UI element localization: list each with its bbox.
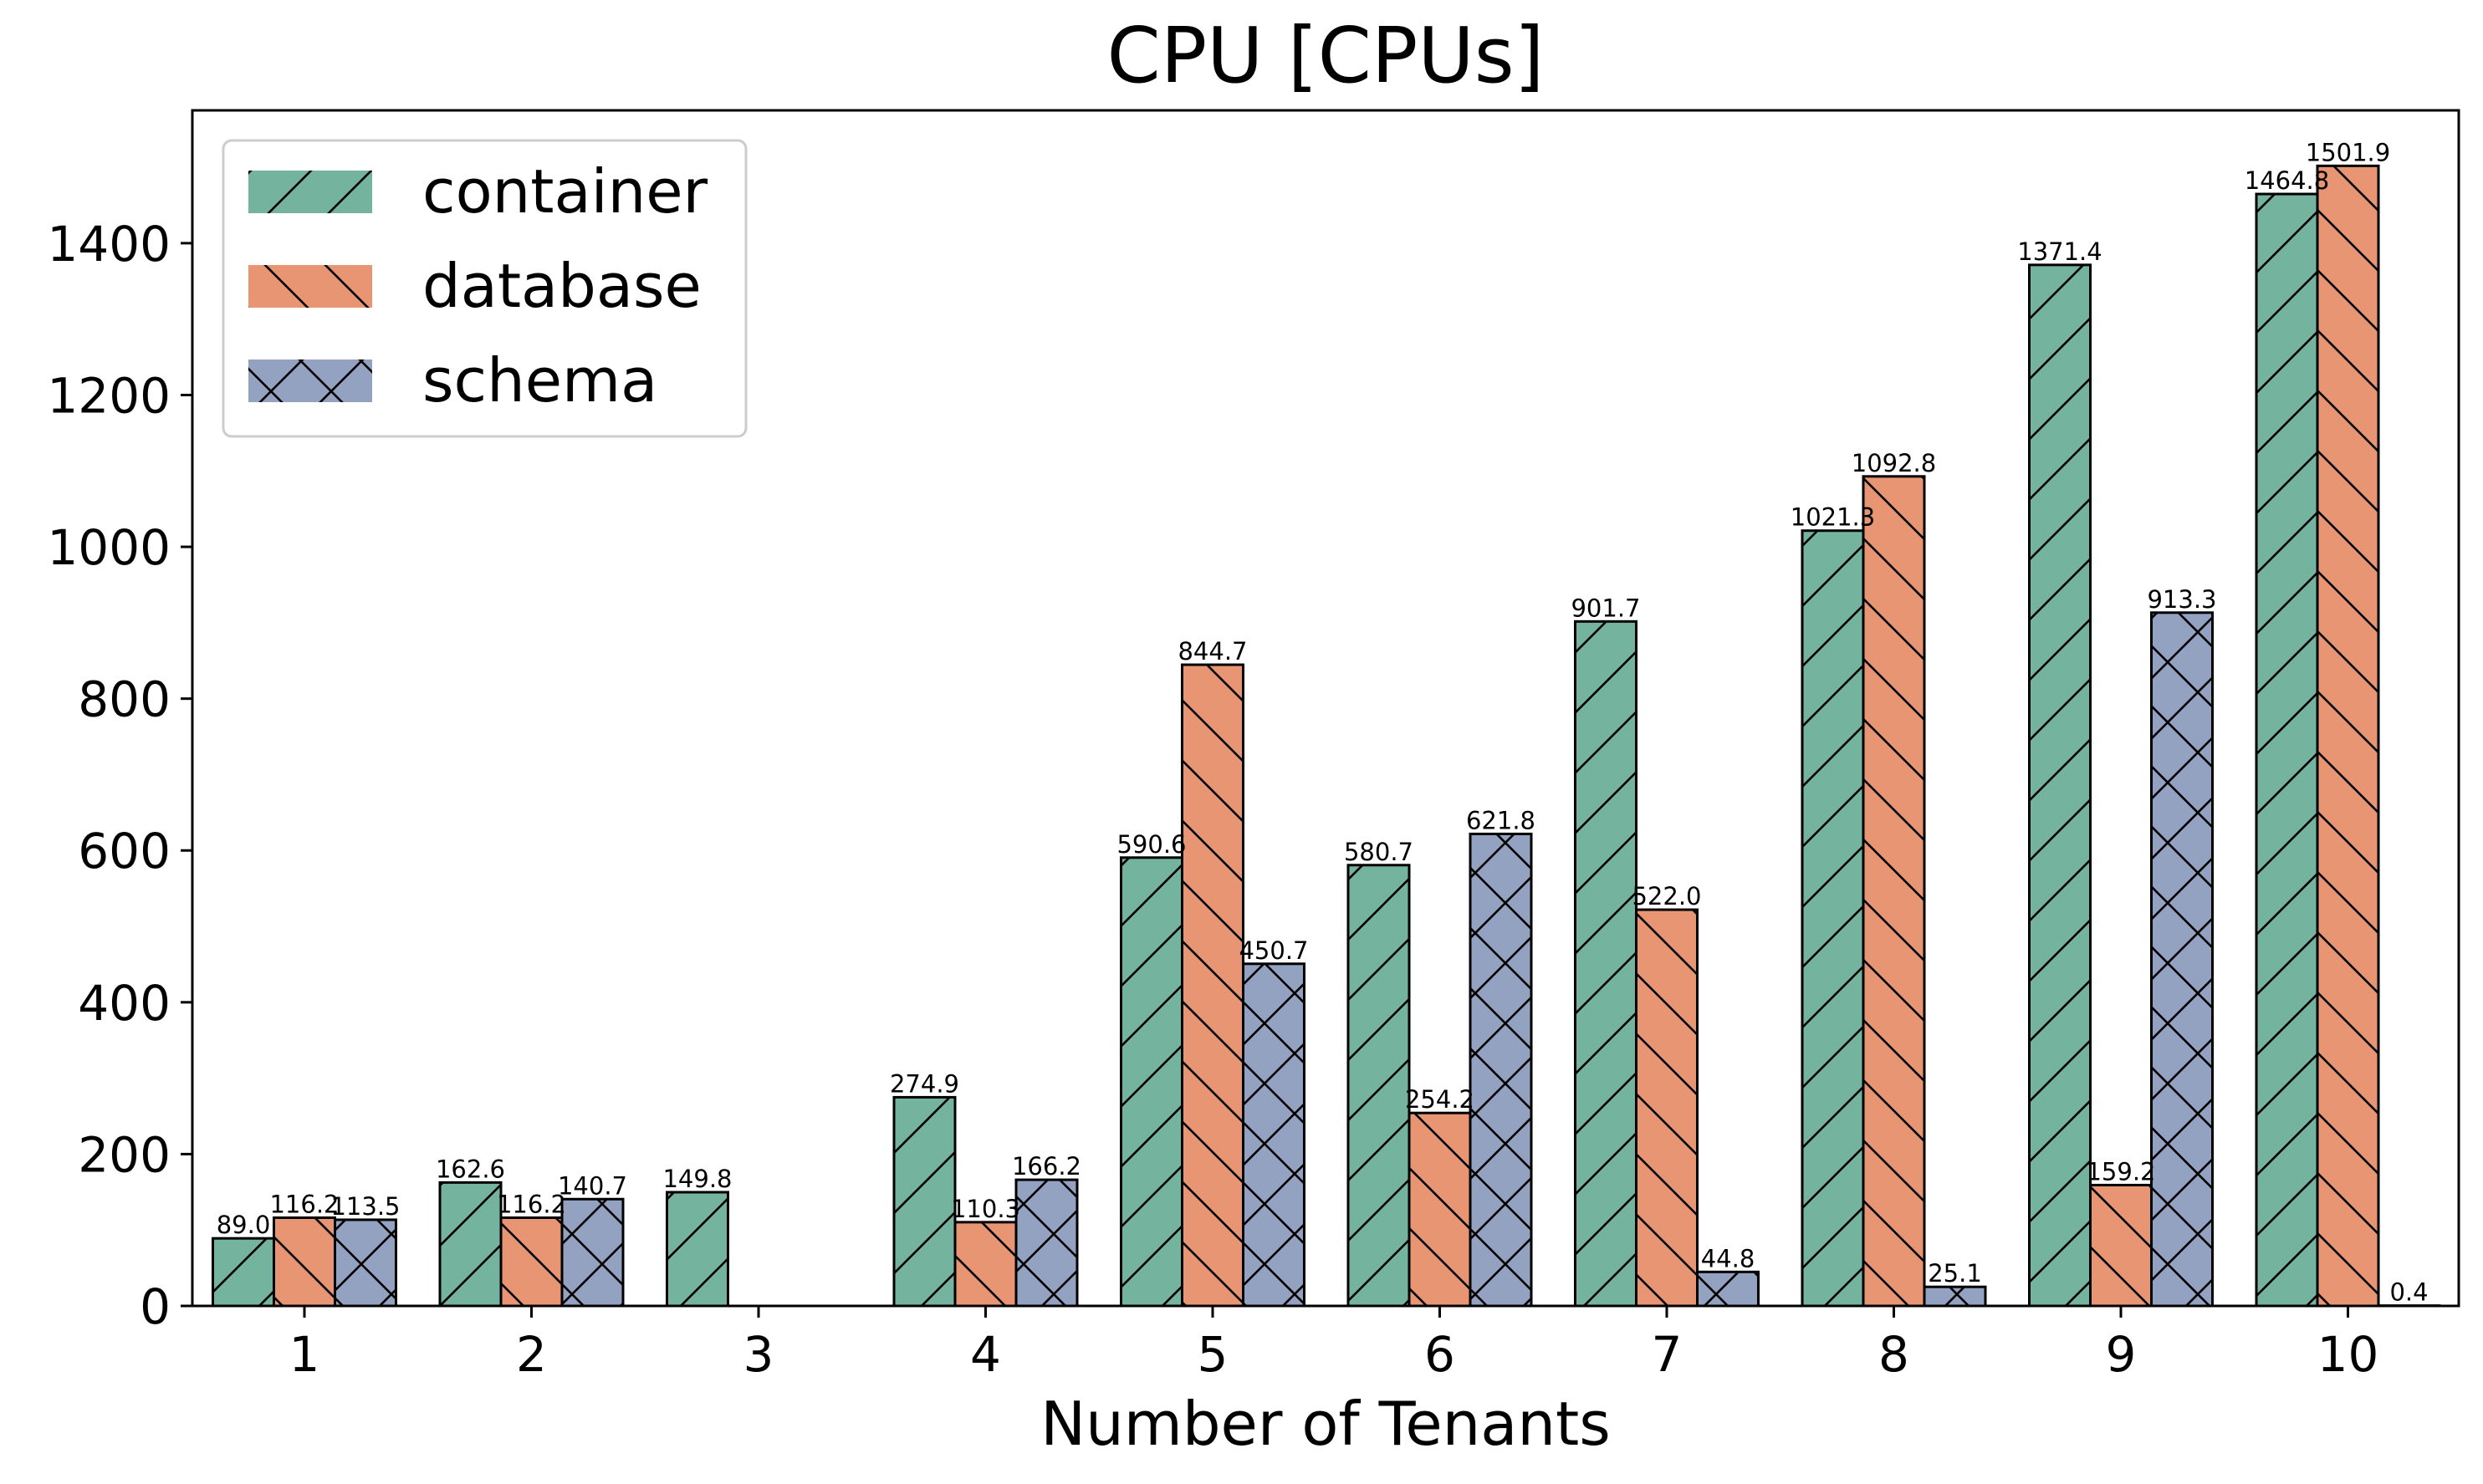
x-tick-label: 8 <box>1878 1326 1909 1383</box>
x-tick-label: 3 <box>743 1326 774 1383</box>
bars-group <box>212 164 2441 1308</box>
x-axis-title: Number of Tenants <box>1040 1389 1611 1459</box>
data-label-schema-7: 44.8 <box>1701 1244 1755 1272</box>
data-label-schema-9: 913.3 <box>2147 585 2216 614</box>
bar-container-3 <box>666 1191 729 1308</box>
y-tick-label: 400 <box>78 975 171 1032</box>
y-tick-label: 600 <box>78 823 171 880</box>
bar-schema-1 <box>334 1218 397 1308</box>
x-tick-label: 1 <box>289 1326 320 1383</box>
data-label-container-10: 1464.8 <box>2245 166 2329 195</box>
bar-schema-8 <box>1923 1285 1987 1308</box>
legend: container database schema <box>222 139 748 438</box>
bar-container-8 <box>1801 529 1865 1308</box>
x-tick-label: 5 <box>1198 1326 1229 1383</box>
data-label-database-2: 116.2 <box>497 1190 566 1218</box>
data-label-schema-8: 25.1 <box>1928 1259 1982 1288</box>
x-tick-label: 6 <box>1424 1326 1455 1383</box>
bar-database-9 <box>2089 1183 2153 1308</box>
bar-container-4 <box>892 1095 957 1308</box>
plot-frame <box>191 109 2460 1308</box>
data-label-database-8: 1092.8 <box>1852 449 1936 477</box>
y-tick-label: 800 <box>78 671 171 728</box>
y-tick-label: 1400 <box>47 216 171 273</box>
legend-swatch-database <box>248 265 372 308</box>
data-label-schema-2: 140.7 <box>558 1171 627 1200</box>
data-label-database-5: 844.7 <box>1178 637 1247 666</box>
bar-database-10 <box>2316 164 2380 1308</box>
y-tick-label: 1000 <box>47 519 171 576</box>
legend-label-container: container <box>422 156 708 227</box>
data-label-database-7: 522.0 <box>1632 882 1701 910</box>
x-tick-label: 9 <box>2106 1326 2137 1383</box>
bar-container-1 <box>212 1237 275 1308</box>
data-label-database-4: 110.3 <box>951 1195 1020 1223</box>
bar-database-5 <box>1181 663 1244 1308</box>
data-label-container-7: 901.7 <box>1571 594 1640 622</box>
bar-database-1 <box>273 1216 336 1308</box>
data-label-container-4: 274.9 <box>890 1069 959 1098</box>
bar-container-10 <box>2255 192 2319 1308</box>
legend-swatch-schema <box>248 360 372 402</box>
data-label-database-1: 116.2 <box>269 1190 339 1218</box>
y-axis: 0 200 400 600 800 1000 1200 1400 <box>47 216 192 1335</box>
legend-label-database: database <box>422 251 702 321</box>
bar-schema-6 <box>1469 832 1533 1308</box>
data-label-container-5: 590.6 <box>1116 830 1186 859</box>
x-tick-label: 2 <box>516 1326 547 1383</box>
bar-container-2 <box>438 1181 503 1308</box>
data-label-schema-6: 621.8 <box>1466 806 1535 834</box>
bar-container-9 <box>2028 263 2092 1308</box>
x-tick-label: 10 <box>2317 1326 2379 1383</box>
data-label-schema-1: 113.5 <box>330 1192 400 1221</box>
bar-container-6 <box>1346 864 1411 1308</box>
bar-schema-4 <box>1014 1178 1079 1308</box>
x-tick-label: 4 <box>970 1326 1001 1383</box>
data-label-database-10: 1501.9 <box>2306 138 2390 166</box>
data-label-database-9: 159.2 <box>2086 1157 2155 1186</box>
bar-database-2 <box>499 1216 564 1308</box>
bar-database-8 <box>1862 475 1926 1308</box>
bar-database-7 <box>1635 908 1699 1308</box>
bar-container-7 <box>1574 620 1637 1308</box>
legend-label-schema: schema <box>422 345 657 416</box>
bar-schema-5 <box>1242 962 1305 1308</box>
bar-database-6 <box>1408 1111 1472 1308</box>
bar-schema-2 <box>560 1197 625 1308</box>
data-labels-group: 89.0 162.6 149.8 274.9 590.6 580.7 901.7 1021.3… <box>217 138 2429 1306</box>
legend-swatch-container <box>248 171 372 213</box>
x-tick-label: 7 <box>1652 1326 1683 1383</box>
data-label-schema-5: 450.7 <box>1239 936 1308 965</box>
y-tick-label: 0 <box>140 1278 171 1335</box>
data-label-schema-10: 0.4 <box>2389 1278 2428 1307</box>
data-label-container-2: 162.6 <box>436 1155 505 1183</box>
y-tick-label: 200 <box>78 1126 171 1183</box>
chart-title: CPU [CPUs] <box>1106 11 1544 100</box>
bar-schema-7 <box>1696 1270 1760 1308</box>
y-tick-label: 1200 <box>47 367 171 424</box>
data-label-container-1: 89.0 <box>217 1211 271 1239</box>
data-label-container-9: 1371.4 <box>2017 237 2102 266</box>
data-label-database-6: 254.2 <box>1405 1085 1474 1114</box>
bar-schema-9 <box>2150 611 2214 1308</box>
data-label-container-8: 1021.3 <box>1791 503 1875 532</box>
bar-database-4 <box>953 1221 1018 1308</box>
data-label-container-3: 149.8 <box>662 1165 732 1193</box>
bar-container-5 <box>1120 856 1183 1308</box>
data-label-container-6: 580.7 <box>1344 838 1413 866</box>
x-axis: 1 2 3 4 5 6 7 8 9 10 <box>289 1306 2379 1383</box>
data-label-schema-4: 166.2 <box>1012 1152 1081 1181</box>
